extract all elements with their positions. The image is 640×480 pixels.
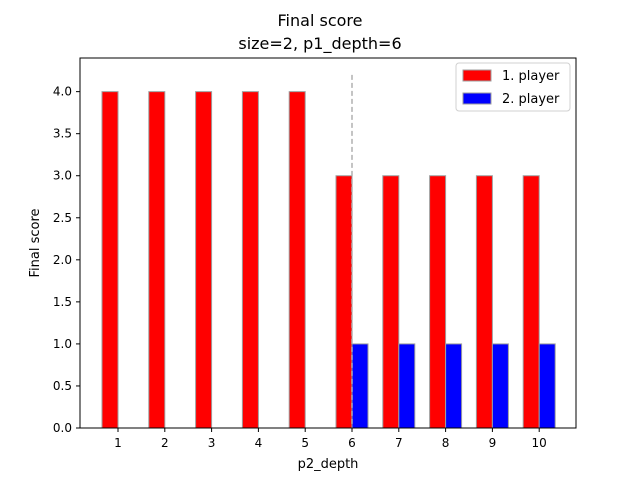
chart-title: Final score — [277, 11, 363, 30]
x-tick-label: 1 — [114, 436, 122, 450]
chart-subtitle: size=2, p1_depth=6 — [238, 34, 402, 53]
y-axis-label: Final score — [28, 208, 43, 277]
player1-bar-10 — [522, 175, 540, 429]
player2-bar-6 — [351, 343, 369, 429]
player2-bar-7 — [398, 343, 416, 429]
legend-swatch-1 — [462, 69, 492, 82]
legend-label-1: 1. player — [502, 69, 560, 84]
player1-bar-8 — [429, 175, 447, 429]
legend-label-2: 2. player — [502, 92, 560, 107]
x-tick-label: 3 — [208, 436, 216, 450]
y-tick-label: 2.5 — [53, 211, 72, 225]
x-tick-label: 10 — [532, 436, 547, 450]
y-tick-label: 3.5 — [53, 127, 72, 141]
x-axis-label: p2_depth — [298, 457, 359, 472]
bars-layer — [101, 91, 556, 429]
legend-swatch-2 — [462, 92, 492, 105]
x-axis-ticks: 1 2 3 4 5 6 7 8 9 10 — [114, 428, 547, 450]
player1-bar-5 — [288, 91, 306, 429]
player1-bar-6 — [335, 175, 353, 429]
y-tick-label: 1.0 — [53, 337, 72, 351]
y-tick-label: 0.5 — [53, 379, 72, 393]
y-tick-label: 1.5 — [53, 295, 72, 309]
y-tick-label: 0.0 — [53, 421, 72, 435]
player1-bar-7 — [382, 175, 400, 429]
player2-bar-9 — [491, 343, 509, 429]
x-tick-label: 4 — [255, 436, 263, 450]
legend: 1. player 2. player — [455, 62, 571, 112]
y-axis-ticks: 0.0 0.5 1.0 1.5 2.0 2.5 3.0 3.5 4.0 — [53, 85, 80, 435]
player2-bar-8 — [445, 343, 463, 429]
y-tick-label: 3.0 — [53, 169, 72, 183]
x-tick-label: 5 — [301, 436, 309, 450]
plot-frame — [79, 57, 577, 429]
x-tick-label: 7 — [395, 436, 403, 450]
y-tick-label: 2.0 — [53, 253, 72, 267]
player1-bar-9 — [475, 175, 493, 429]
y-tick-label: 4.0 — [53, 85, 72, 99]
player2-bar-10 — [538, 343, 556, 429]
player1-bar-4 — [241, 91, 259, 429]
x-tick-label: 6 — [348, 436, 356, 450]
player1-bar-3 — [195, 91, 213, 429]
x-tick-label: 9 — [489, 436, 497, 450]
x-tick-label: 8 — [442, 436, 450, 450]
x-tick-label: 2 — [161, 436, 169, 450]
player1-bar-2 — [148, 91, 166, 429]
player1-bar-1 — [101, 91, 119, 429]
